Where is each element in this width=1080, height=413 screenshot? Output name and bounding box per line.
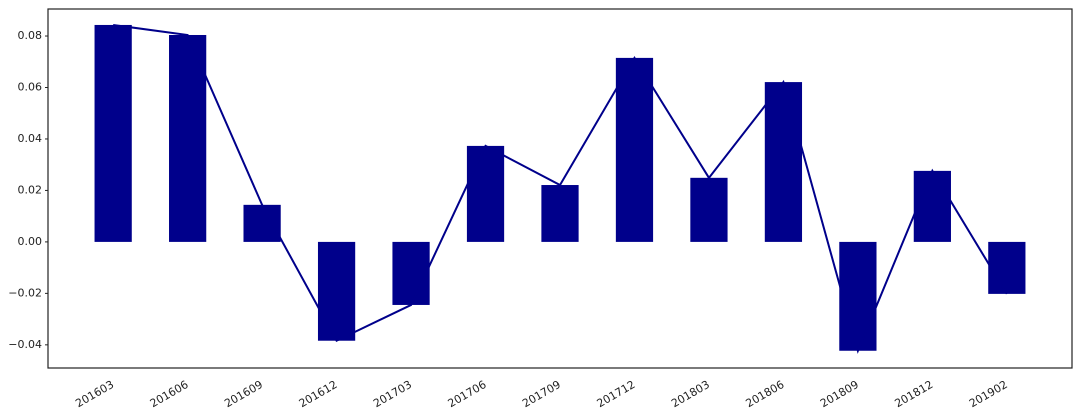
- bar: [392, 241, 430, 305]
- x-tick-label: 201606: [148, 378, 191, 410]
- x-tick-label: 201809: [818, 378, 861, 410]
- x-tick-label: 201712: [595, 378, 638, 410]
- bar: [764, 82, 803, 242]
- x-tick-label: 201806: [744, 378, 787, 410]
- x-tick-label: 201703: [371, 378, 414, 410]
- x-tick-label: 201612: [297, 378, 340, 410]
- bar: [317, 241, 356, 341]
- x-tick-label: 201709: [520, 378, 563, 410]
- y-tick-label: 0.08: [18, 29, 43, 42]
- y-tick-label: −0.02: [8, 286, 42, 299]
- x-tick-label: 201803: [669, 378, 712, 410]
- x-tick-label: 201609: [222, 378, 265, 410]
- y-tick-label: −0.04: [8, 338, 42, 351]
- x-tick-label: 201603: [73, 378, 116, 410]
- bar: [243, 204, 281, 242]
- bar: [541, 185, 579, 242]
- y-tick-label: 0.04: [18, 132, 43, 145]
- bar: [169, 34, 207, 242]
- plot-frame: [47, 8, 1073, 369]
- bar: [615, 57, 654, 242]
- x-tick-label: 201812: [892, 378, 935, 410]
- bar: [466, 145, 505, 242]
- bar: [94, 24, 132, 242]
- bar: [839, 241, 877, 351]
- y-tick-label: 0.00: [18, 235, 43, 248]
- y-tick-label: 0.02: [18, 183, 43, 196]
- line: [113, 23, 1008, 354]
- y-tick-label: 0.06: [18, 80, 43, 93]
- x-tick-label: 201902: [967, 378, 1010, 410]
- bar: [690, 177, 728, 242]
- bar: [988, 241, 1026, 294]
- bar: [913, 170, 951, 242]
- x-tick-label: 201706: [446, 378, 489, 410]
